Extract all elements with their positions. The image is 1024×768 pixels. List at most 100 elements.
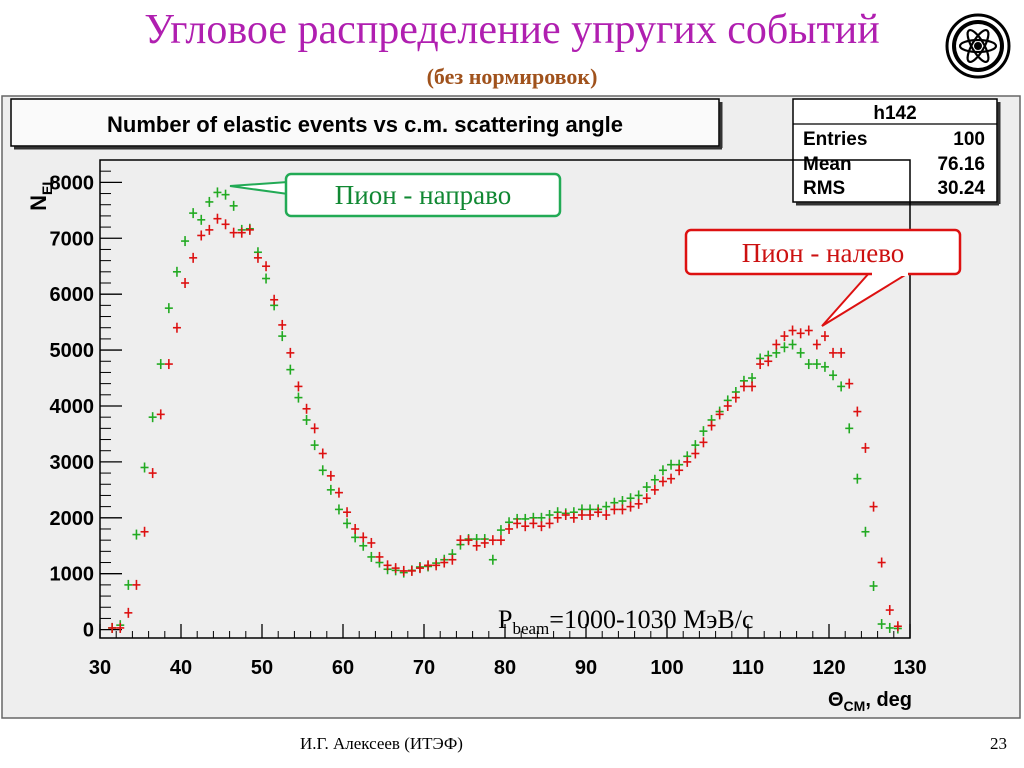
data-point-green xyxy=(278,331,287,342)
data-point-red xyxy=(861,442,870,453)
data-point-red xyxy=(529,518,538,529)
data-point-red xyxy=(124,607,133,618)
data-point-green xyxy=(181,236,190,247)
data-point-green xyxy=(642,482,651,493)
data-point-green xyxy=(132,529,141,540)
stats-value-entries: 100 xyxy=(953,129,985,150)
callout-pion-left-text: Пион - налево xyxy=(742,238,905,268)
data-point-red xyxy=(683,456,692,467)
data-point-red xyxy=(318,448,327,459)
data-point-green xyxy=(820,361,829,372)
x-tick-label: 70 xyxy=(413,657,435,679)
x-tick-label: 120 xyxy=(812,657,845,679)
data-point-red xyxy=(189,252,198,263)
data-point-red xyxy=(488,535,497,546)
data-point-green xyxy=(124,579,133,590)
data-points xyxy=(108,187,902,634)
data-point-red xyxy=(667,473,676,484)
data-point-green xyxy=(496,525,505,536)
callout-pion-left: Пион - налево xyxy=(684,228,962,327)
data-point-green xyxy=(667,459,676,470)
data-point-red xyxy=(877,557,886,568)
data-point-red xyxy=(731,392,740,403)
beam-momentum-label: Pbeam=1000-1030 МэВ/с xyxy=(498,605,754,638)
data-point-red xyxy=(739,381,748,392)
data-point-red xyxy=(221,219,230,230)
data-point-red xyxy=(391,563,400,574)
chart-title-box xyxy=(10,98,720,147)
data-point-green xyxy=(164,303,173,314)
data-point-green xyxy=(229,200,238,211)
data-point-red xyxy=(432,560,441,571)
data-point-green xyxy=(148,412,157,423)
x-tick-label: 60 xyxy=(332,657,354,679)
y-tick-label: 3000 xyxy=(50,452,95,474)
data-point-red xyxy=(213,213,222,224)
data-point-red xyxy=(537,521,546,532)
data-point-green xyxy=(310,440,319,451)
data-point-red xyxy=(132,579,141,590)
data-point-green xyxy=(845,423,854,434)
data-point-red xyxy=(351,523,360,534)
data-point-red xyxy=(545,518,554,529)
data-point-red xyxy=(650,484,659,495)
itep-logo-icon xyxy=(945,13,1011,79)
data-point-red xyxy=(464,535,473,546)
data-point-green xyxy=(853,473,862,484)
data-point-red xyxy=(496,535,505,546)
data-point-red xyxy=(764,356,773,367)
data-point-red xyxy=(480,537,489,548)
data-point-red xyxy=(723,400,732,411)
data-point-red xyxy=(569,512,578,523)
data-point-red xyxy=(424,560,433,571)
data-point-green xyxy=(205,196,214,207)
y-tick-label: 2000 xyxy=(50,508,95,530)
data-point-red xyxy=(375,551,384,562)
data-point-red xyxy=(399,565,408,576)
data-point-red xyxy=(253,252,262,263)
data-point-red xyxy=(164,359,173,370)
data-point-red xyxy=(229,227,238,238)
data-point-green xyxy=(213,187,222,198)
data-point-red xyxy=(715,409,724,420)
data-point-red xyxy=(205,224,214,235)
stats-value-rms: 30.24 xyxy=(937,178,985,199)
data-point-green xyxy=(626,493,635,504)
data-point-red xyxy=(658,476,667,487)
data-point-green xyxy=(359,540,368,551)
stats-label-mean: Mean xyxy=(803,154,852,175)
y-axis-label: NEL xyxy=(26,177,55,211)
data-point-green xyxy=(788,339,797,350)
data-point-red xyxy=(796,328,805,339)
data-point-red xyxy=(181,277,190,288)
data-point-red xyxy=(456,535,465,546)
callout-pion-right: Пион - направо xyxy=(229,172,562,218)
x-tick-label: 50 xyxy=(251,657,273,679)
data-point-green xyxy=(488,554,497,565)
data-point-red xyxy=(415,563,424,574)
data-point-red xyxy=(748,381,757,392)
data-point-green xyxy=(537,512,546,523)
data-point-red xyxy=(561,510,570,521)
data-point-red xyxy=(853,406,862,417)
slide-title: Угловое распределение упругих событий xyxy=(144,7,880,53)
data-point-green xyxy=(294,392,303,403)
y-tick-label: 5000 xyxy=(50,340,95,362)
data-point-red xyxy=(294,381,303,392)
chart-title: Number of elastic events vs c.m. scatter… xyxy=(107,112,623,137)
y-tick-label: 6000 xyxy=(50,284,95,306)
data-point-red xyxy=(707,420,716,431)
x-axis-label: ΘCM, deg xyxy=(828,689,912,714)
y-tick-label: 1000 xyxy=(50,564,95,586)
data-point-green xyxy=(812,359,821,370)
slide-subtitle: (без нормировок) xyxy=(426,64,598,89)
data-point-red xyxy=(197,230,206,241)
data-point-red xyxy=(270,294,279,305)
data-point-green xyxy=(691,440,700,451)
data-point-green xyxy=(796,347,805,358)
page-number: 23 xyxy=(990,734,1007,753)
data-point-green xyxy=(772,347,781,358)
x-tick-label: 100 xyxy=(650,657,683,679)
data-point-red xyxy=(140,526,149,537)
data-point-green xyxy=(172,266,181,277)
